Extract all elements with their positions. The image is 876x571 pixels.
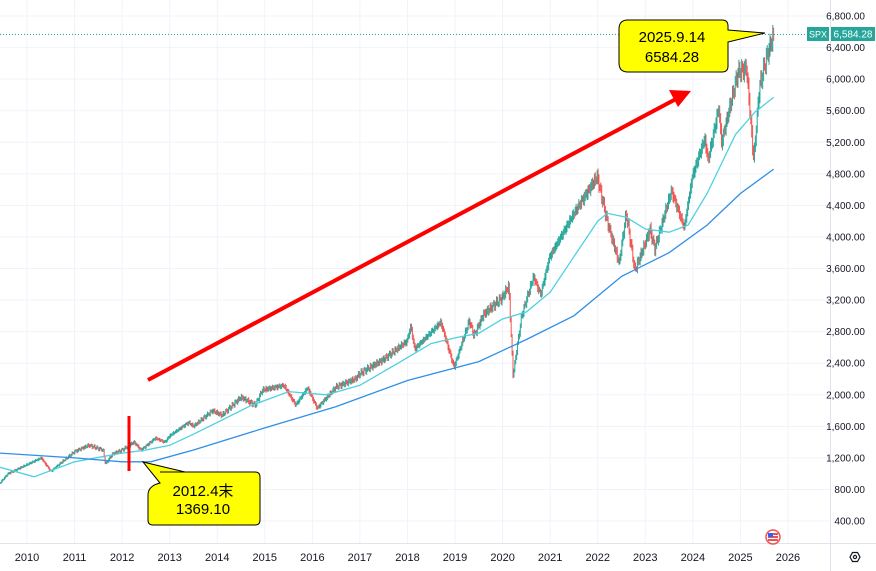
time-axis[interactable]: 2010 2011 2012 2013 2014 2015 2016 2017 2018 2019… (15, 552, 800, 564)
time-tick-label: 2021 (538, 552, 562, 564)
price-tick-label: 1,200.00 (826, 453, 865, 464)
us-flag-icon[interactable] (765, 529, 781, 545)
last-price-badge: 6,584.28 (831, 27, 875, 41)
end-callout-date: 2025.9.14 (639, 29, 706, 46)
price-tick-label: 5,200.00 (826, 138, 865, 149)
candles (0, 24, 775, 485)
time-tick-label: 2023 (633, 552, 657, 564)
time-tick-label: 2010 (15, 552, 39, 564)
moving-average-line (0, 168, 775, 463)
time-tick-label: 2015 (253, 552, 277, 564)
moving-averages (0, 96, 775, 478)
price-tick-label: 2,400.00 (826, 359, 865, 370)
settings-icon[interactable] (849, 551, 861, 563)
symbol-badge: SPX (807, 27, 829, 41)
end-callout: 2025.9.14 6584.28 (618, 19, 766, 73)
price-tick-label: 3,200.00 (826, 296, 865, 307)
price-tick-label: 6,000.00 (826, 75, 865, 86)
grid-lines (0, 0, 830, 543)
time-tick-label: 2017 (348, 552, 372, 564)
time-tick-label: 2025 (728, 552, 752, 564)
price-tick-label: 1,600.00 (826, 422, 865, 433)
price-tick-label: 6,400.00 (826, 43, 865, 54)
start-callout-value: 1369.10 (176, 501, 230, 518)
time-tick-label: 2018 (395, 552, 419, 564)
price-tick-label: 4,400.00 (826, 201, 865, 212)
start-callout: 2012.4末 1369.10 (141, 461, 261, 526)
price-tick-label: 4,800.00 (826, 169, 865, 180)
time-tick-label: 2013 (157, 552, 181, 564)
time-tick-label: 2026 (776, 552, 800, 564)
svg-text:6,584.28: 6,584.28 (834, 30, 873, 41)
time-tick-label: 2011 (63, 552, 87, 564)
start-callout-date: 2012.4末 (173, 483, 234, 500)
price-tick-label: 2,800.00 (826, 327, 865, 338)
moving-average-line (0, 96, 775, 478)
time-tick-label: 2012 (110, 552, 134, 564)
time-tick-label: 2019 (443, 552, 467, 564)
trend-arrow (147, 90, 691, 382)
end-callout-value: 6584.28 (645, 49, 699, 66)
time-tick-label: 2014 (205, 552, 229, 564)
time-tick-label: 2016 (300, 552, 324, 564)
price-tick-label: 800.00 (834, 485, 865, 496)
price-tick-label: 400.00 (834, 517, 865, 528)
price-axis[interactable]: 6,800.00 6,400.00 6,000.00 5,600.00 5,200.00… (826, 12, 865, 528)
svg-text:SPX: SPX (809, 30, 827, 40)
price-tick-label: 2,000.00 (826, 390, 865, 401)
time-tick-label: 2024 (681, 552, 705, 564)
time-tick-label: 2022 (585, 552, 609, 564)
time-tick-label: 2020 (490, 552, 514, 564)
price-tick-label: 4,000.00 (826, 232, 865, 243)
price-tick-label: 6,800.00 (826, 12, 865, 23)
price-tick-label: 5,600.00 (826, 106, 865, 117)
price-tick-label: 3,600.00 (826, 264, 865, 275)
